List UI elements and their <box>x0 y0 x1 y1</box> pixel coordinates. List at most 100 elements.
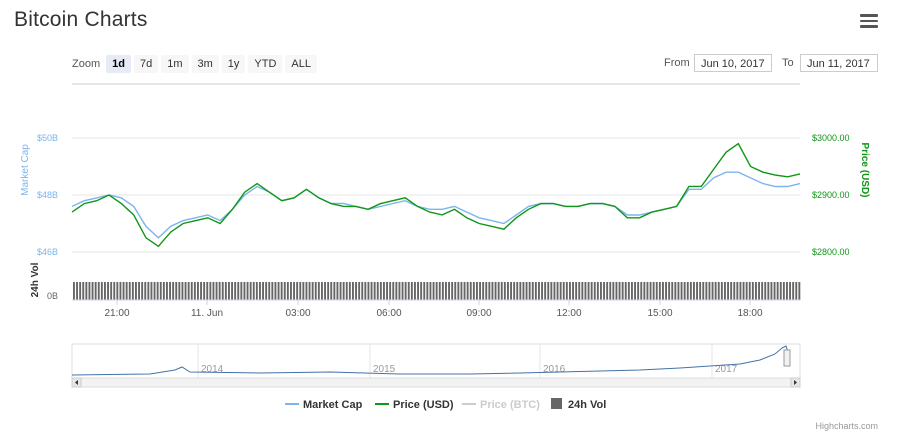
volume-bar <box>779 282 782 300</box>
volume-bar <box>376 282 379 300</box>
volume-bar <box>565 282 568 300</box>
volume-bar <box>131 282 134 300</box>
volume-bar <box>299 282 302 300</box>
volume-bar <box>79 282 82 300</box>
volume-bar <box>646 282 649 300</box>
zoom-1y-button[interactable]: 1y <box>221 55 246 73</box>
volume-bar <box>590 282 593 300</box>
volume-bar <box>370 282 373 300</box>
volume-bar <box>655 282 658 300</box>
volume-bar <box>283 282 286 300</box>
volume-bar <box>259 282 261 300</box>
volume-bar <box>144 282 147 300</box>
volume-bar <box>85 282 88 300</box>
volume-bar <box>615 282 618 300</box>
volume-bar <box>104 282 106 300</box>
volume-bar <box>634 282 636 300</box>
volume-bar <box>569 282 571 300</box>
volume-bar <box>562 282 565 300</box>
legend-market-cap[interactable]: Market Cap <box>303 399 363 411</box>
volume-bar <box>420 282 423 300</box>
volume-bar <box>460 282 463 300</box>
volume-bar <box>293 282 295 300</box>
zoom-all-button[interactable]: ALL <box>285 55 317 73</box>
volume-bar <box>135 282 137 300</box>
volume-bar <box>658 282 661 300</box>
volume-bar <box>680 282 683 300</box>
volume-bar <box>166 282 168 300</box>
volume-bar <box>401 282 404 300</box>
left-axis-tick: $50B <box>37 133 58 143</box>
volume-bar <box>265 282 268 300</box>
volume-bar <box>668 282 671 300</box>
volume-bar <box>621 282 624 300</box>
navigator-handle[interactable] <box>783 349 791 367</box>
volume-bar <box>234 282 237 300</box>
volume-bar <box>559 282 562 300</box>
volume-bar <box>606 282 609 300</box>
zoom-1m-button[interactable]: 1m <box>161 55 189 73</box>
volume-bar <box>404 282 407 300</box>
volume-bar <box>423 282 426 300</box>
x-tick-label: 06:00 <box>376 308 401 319</box>
volume-bar <box>457 282 460 300</box>
volume-bar <box>305 282 308 300</box>
left-axis-tick: $48B <box>37 190 58 200</box>
volume-bar <box>345 282 348 300</box>
navigator-year-label: 2015 <box>373 364 396 375</box>
volume-bar <box>693 282 695 300</box>
right-axis-tick: $3000.00 <box>812 133 850 143</box>
volume-bar <box>714 282 717 300</box>
hamburger-menu-icon[interactable] <box>860 14 878 28</box>
volume-bar <box>603 282 605 300</box>
volume-bar <box>528 282 531 300</box>
zoom-1d-button[interactable]: 1d <box>106 55 131 73</box>
volume-bar <box>631 282 633 300</box>
x-tick-label: 21:00 <box>104 308 129 319</box>
volume-bar <box>82 282 85 300</box>
legend-24h-vol[interactable]: 24h Vol <box>568 399 606 411</box>
volume-bar <box>290 282 292 300</box>
highcharts-credit[interactable]: Highcharts.com <box>815 421 878 431</box>
volume-bar <box>314 282 317 300</box>
volume-bar <box>547 282 550 300</box>
volume-bar <box>665 282 667 300</box>
volume-bar <box>327 282 330 300</box>
volume-bar <box>212 282 215 300</box>
volume-bar <box>513 282 516 300</box>
from-date-input[interactable]: Jun 10, 2017 <box>694 54 772 72</box>
zoom-ytd-button[interactable]: YTD <box>248 55 283 73</box>
volume-bar <box>221 282 224 300</box>
to-label: To <box>782 57 794 69</box>
volume-bar <box>510 282 512 300</box>
volume-bar <box>556 282 559 300</box>
volume-bar <box>445 282 447 300</box>
to-date-input[interactable]: Jun 11, 2017 <box>800 54 878 72</box>
volume-axis-title: 24h Vol <box>30 262 41 297</box>
volume-bar <box>389 282 392 300</box>
volume-bar <box>392 282 395 300</box>
volume-bar <box>724 282 726 300</box>
volume-bar <box>184 282 187 300</box>
volume-bar <box>767 282 770 300</box>
volume-bar <box>333 282 336 300</box>
zoom-selector: Zoom 1d 7d 1m 3m 1y YTD ALL <box>72 54 320 74</box>
volume-bar <box>671 282 674 300</box>
volume-bar <box>317 282 320 300</box>
volume-bar <box>711 282 714 300</box>
zoom-7d-button[interactable]: 7d <box>133 55 159 73</box>
volume-bar <box>348 282 351 300</box>
scrollbar-track[interactable] <box>71 377 801 388</box>
legend-price-usd[interactable]: Price (USD) <box>393 399 454 411</box>
volume-bar <box>181 282 184 300</box>
legend-price-btc[interactable]: Price (BTC) <box>480 399 540 411</box>
zoom-3m-button[interactable]: 3m <box>191 55 219 73</box>
volume-bar <box>206 282 209 300</box>
volume-bar <box>153 282 156 300</box>
volume-bar <box>596 282 599 300</box>
volume-bar <box>705 282 708 300</box>
volume-bar <box>76 282 78 300</box>
volume-bar <box>503 282 506 300</box>
volume-bar <box>798 282 801 300</box>
